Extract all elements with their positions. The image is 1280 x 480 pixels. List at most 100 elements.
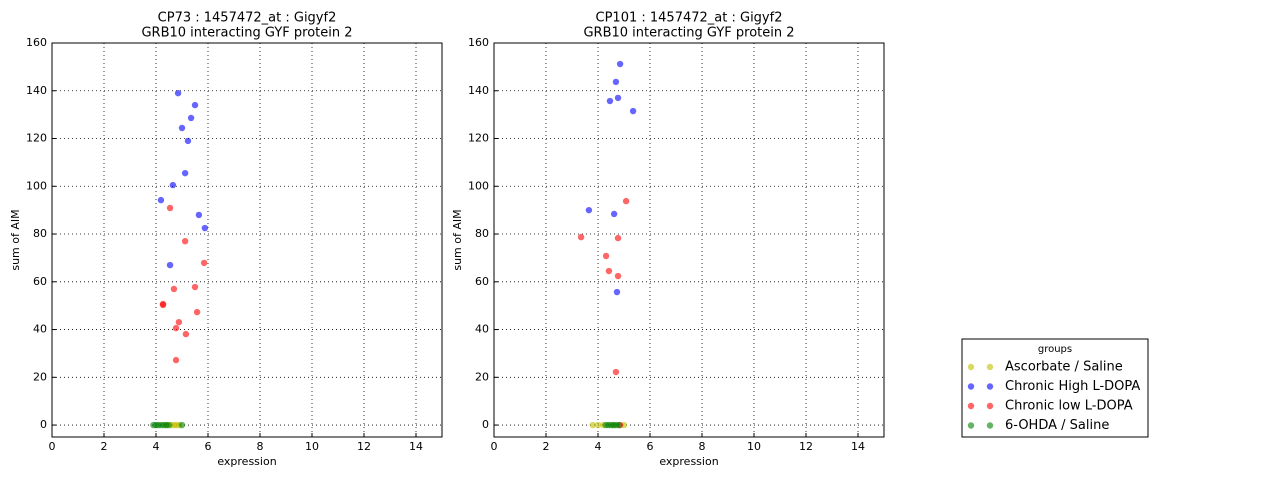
legend-marker <box>986 422 994 429</box>
point <box>184 137 192 145</box>
point <box>166 261 174 269</box>
point <box>200 259 208 267</box>
point <box>172 356 180 364</box>
point <box>166 204 174 212</box>
x-tick-label: 6 <box>647 440 654 453</box>
legend-marker <box>986 402 994 410</box>
point <box>193 308 201 316</box>
x-tick-label: 12 <box>357 440 371 453</box>
point <box>178 124 186 132</box>
y-tick-label: 60 <box>33 275 47 288</box>
y-tick-label: 20 <box>33 370 47 383</box>
legend-label: Chronic High L-DOPA <box>1005 379 1140 394</box>
y-tick-label: 160 <box>468 36 489 49</box>
point <box>602 252 610 260</box>
chart-subtitle: GRB10 interacting GYF protein 2 <box>583 26 794 41</box>
point <box>589 421 596 429</box>
point <box>612 368 620 376</box>
y-tick-label: 100 <box>26 179 47 192</box>
x-tick-label: 2 <box>543 440 550 453</box>
y-tick-label: 80 <box>33 227 47 240</box>
legend-label: Ascorbate / Saline <box>1005 360 1123 375</box>
y-tick-label: 120 <box>468 132 489 145</box>
point <box>629 107 637 115</box>
point <box>191 283 199 291</box>
y-tick-label: 40 <box>33 323 47 336</box>
y-tick-label: 0 <box>40 418 47 431</box>
y-tick-label: 160 <box>26 36 47 49</box>
legend-marker <box>986 363 994 371</box>
point <box>157 196 165 204</box>
point <box>178 421 186 429</box>
x-axis-label: expression <box>659 455 718 468</box>
point <box>605 267 613 275</box>
plot-frame <box>493 42 885 438</box>
point <box>612 78 620 86</box>
y-tick-label: 140 <box>468 84 489 97</box>
y-tick-label: 120 <box>26 132 47 145</box>
y-tick-label: 60 <box>475 275 489 288</box>
point <box>616 60 624 68</box>
point <box>615 421 622 429</box>
x-tick-label: 6 <box>205 440 212 453</box>
x-tick-label: 10 <box>747 440 761 453</box>
point <box>614 94 622 102</box>
point <box>174 89 182 97</box>
x-axis-label: expression <box>217 455 276 468</box>
y-tick-label: 20 <box>475 370 489 383</box>
legend-box <box>961 338 1149 438</box>
y-axis-label: sum of AIM <box>451 209 464 270</box>
x-tick-label: 14 <box>851 440 865 453</box>
y-tick-label: 100 <box>468 179 489 192</box>
point <box>201 224 209 232</box>
chart-subtitle: GRB10 interacting GYF protein 2 <box>141 26 352 41</box>
point <box>165 421 173 429</box>
legend-label: Chronic low L-DOPA <box>1005 399 1133 414</box>
x-tick-label: 0 <box>491 440 498 453</box>
point <box>606 97 614 105</box>
point <box>585 206 593 214</box>
point <box>159 301 167 309</box>
point <box>181 169 189 177</box>
point <box>187 114 195 122</box>
legend-marker <box>967 383 975 390</box>
x-tick-label: 12 <box>799 440 813 453</box>
point <box>182 330 190 338</box>
x-tick-label: 8 <box>257 440 264 453</box>
point <box>577 233 585 241</box>
legend-label: 6-OHDA / Saline <box>1005 418 1109 433</box>
plot-frame <box>51 42 443 438</box>
point <box>614 272 622 280</box>
point <box>169 181 177 189</box>
x-tick-label: 14 <box>409 440 423 453</box>
point <box>172 324 180 332</box>
legend-marker <box>967 422 975 429</box>
y-tick-label: 0 <box>482 418 489 431</box>
x-tick-label: 4 <box>153 440 160 453</box>
y-axis-label: sum of AIM <box>9 209 22 270</box>
x-tick-label: 4 <box>595 440 602 453</box>
point <box>175 318 183 326</box>
y-tick-label: 40 <box>475 323 489 336</box>
point <box>594 421 602 429</box>
point <box>610 210 618 218</box>
point <box>195 211 203 219</box>
chart-title: CP101 : 1457472_at : Gigyf2 <box>596 11 783 26</box>
chart-title: CP73 : 1457472_at : Gigyf2 <box>158 11 337 26</box>
legend-marker <box>986 383 994 390</box>
point <box>181 237 189 245</box>
y-tick-label: 140 <box>26 84 47 97</box>
point <box>622 197 630 205</box>
x-tick-label: 2 <box>101 440 108 453</box>
legend-marker <box>967 402 975 410</box>
point <box>170 285 178 293</box>
x-tick-label: 0 <box>49 440 56 453</box>
point <box>614 234 622 242</box>
x-tick-label: 8 <box>699 440 706 453</box>
point <box>191 101 199 109</box>
x-tick-label: 10 <box>305 440 319 453</box>
point <box>613 288 621 296</box>
y-tick-label: 80 <box>475 227 489 240</box>
legend-marker <box>967 363 975 371</box>
